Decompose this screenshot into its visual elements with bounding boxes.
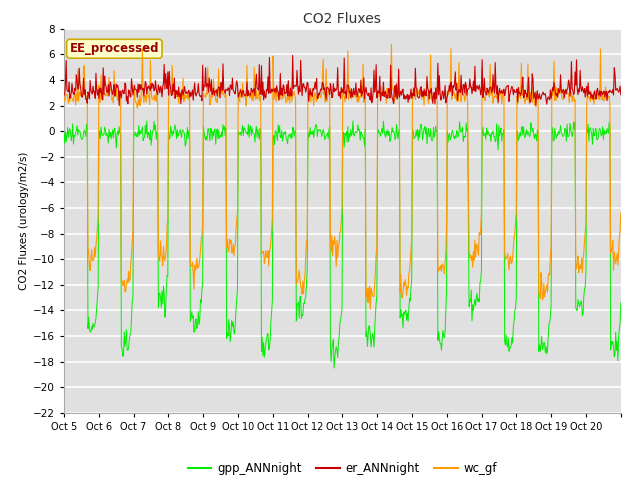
Y-axis label: CO2 Fluxes (urology/m2/s): CO2 Fluxes (urology/m2/s) (19, 152, 29, 290)
Text: EE_processed: EE_processed (70, 42, 159, 55)
Legend: gpp_ANNnight, er_ANNnight, wc_gf: gpp_ANNnight, er_ANNnight, wc_gf (183, 457, 502, 480)
Title: CO2 Fluxes: CO2 Fluxes (303, 12, 381, 26)
